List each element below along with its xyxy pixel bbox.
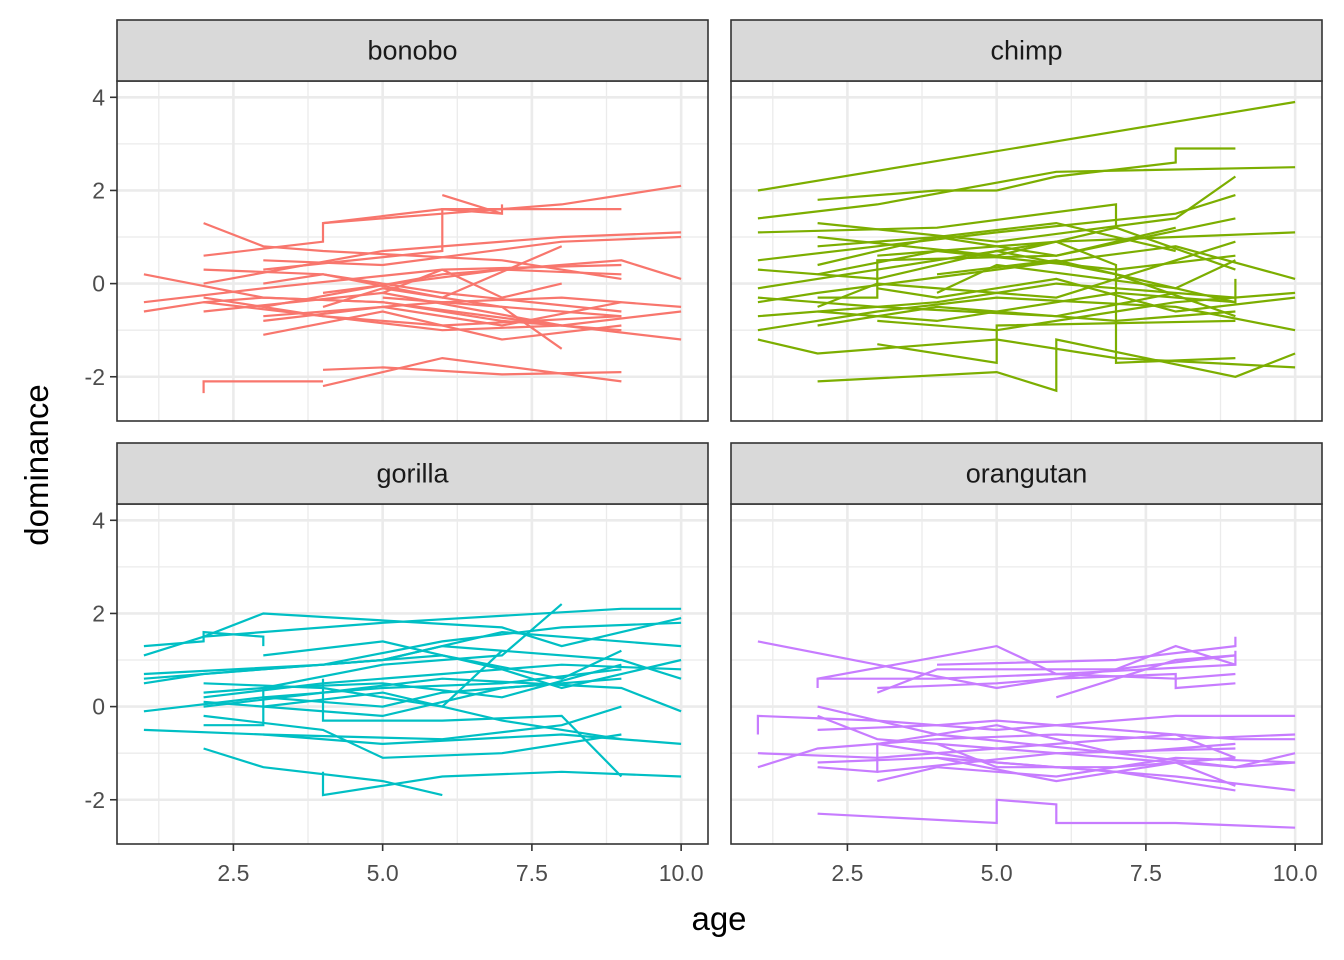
facet-orangutan: orangutan 2.5 5.0 7.5 10.0	[731, 443, 1322, 886]
x-tick-label: 5.0	[981, 860, 1013, 886]
strip-label-gorilla: gorilla	[376, 459, 449, 489]
x-tick-label: 7.5	[516, 860, 548, 886]
y-tick-label: -2	[85, 364, 105, 390]
y-tick-label: 2	[92, 177, 105, 203]
x-axis-title: age	[691, 900, 746, 937]
x-tick-label: 2.5	[831, 860, 863, 886]
x-tick-label: 7.5	[1130, 860, 1162, 886]
y-tick-label: 2	[92, 600, 105, 626]
x-tick-label: 10.0	[1273, 860, 1318, 886]
strip-label-orangutan: orangutan	[966, 459, 1088, 489]
y-tick-label: 4	[92, 84, 105, 110]
facet-chimp: chimp	[731, 20, 1322, 421]
y-tick-label: -2	[85, 787, 105, 813]
y-tick-label: 4	[92, 507, 105, 533]
x-tick-label: 2.5	[217, 860, 249, 886]
facet-bonobo: bonobo -2 0 2 4	[85, 20, 708, 421]
strip-label-bonobo: bonobo	[367, 36, 457, 66]
strip-label-chimp: chimp	[990, 36, 1062, 66]
facet-gorilla: gorilla -2 0 2 4 2.5 5.0 7.5 10.0	[85, 443, 708, 886]
x-tick-label: 10.0	[659, 860, 704, 886]
facet-panels: bonobo -2 0 2 4 chimp gorilla -2 0 2 4 2.5 5.0 7.5 10.…	[85, 20, 1322, 886]
y-tick-label: 0	[92, 271, 105, 297]
y-tick-label: 0	[92, 694, 105, 720]
y-axis-title: dominance	[18, 384, 55, 545]
x-tick-label: 5.0	[367, 860, 399, 886]
